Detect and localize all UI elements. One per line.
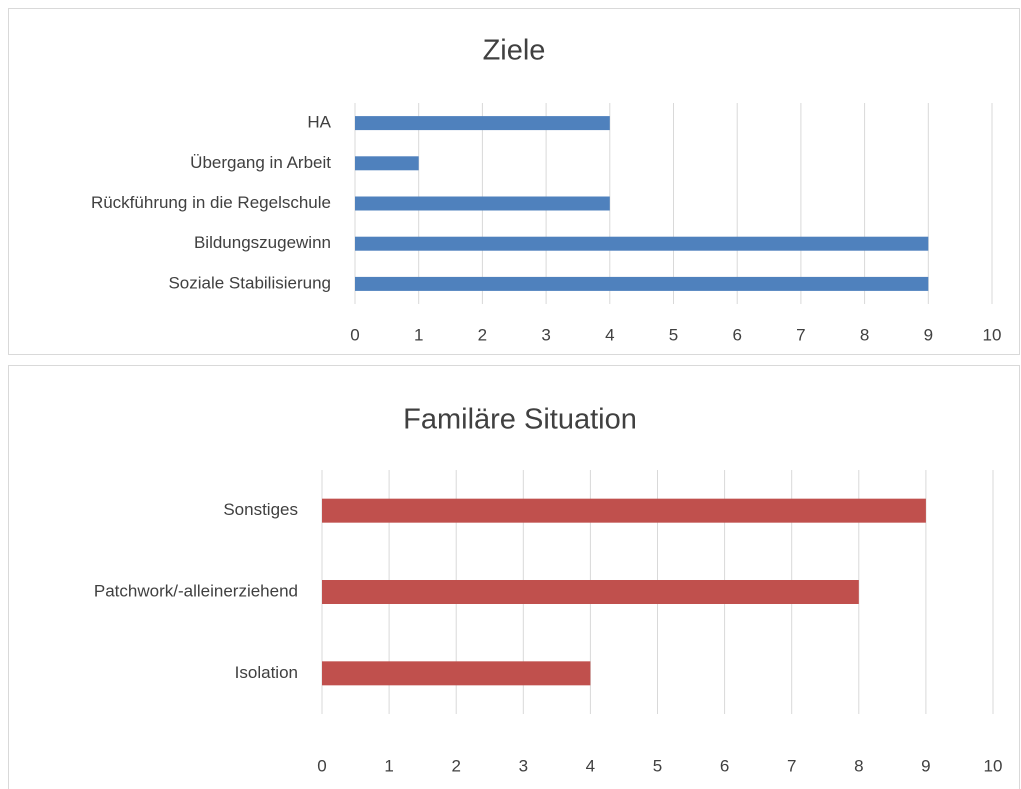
y-tick-label: Bildungszugewinn	[194, 233, 331, 252]
bar	[322, 580, 859, 604]
x-tick-label: 8	[860, 325, 869, 344]
x-tick-label: 5	[653, 756, 662, 775]
chart-frame	[8, 365, 1020, 789]
x-tick-label: 0	[350, 325, 359, 344]
y-tick-label: Übergang in Arbeit	[190, 153, 331, 172]
bar	[355, 196, 610, 211]
bar	[355, 276, 929, 291]
x-tick-label: 10	[983, 325, 1002, 344]
x-tick-label: 5	[669, 325, 678, 344]
x-tick-label: 3	[541, 325, 550, 344]
chart-title: Ziele	[483, 35, 546, 67]
x-tick-label: 1	[384, 756, 393, 775]
x-tick-label: 6	[720, 756, 729, 775]
x-tick-label: 2	[478, 325, 487, 344]
chart-title: Familäre Situation	[403, 404, 637, 436]
x-tick-label: 3	[519, 756, 528, 775]
x-tick-label: 0	[317, 756, 326, 775]
bar	[355, 116, 610, 131]
x-tick-label: 9	[924, 325, 933, 344]
y-tick-label: Rückführung in die Regelschule	[91, 193, 331, 212]
x-tick-label: 9	[921, 756, 930, 775]
bar	[355, 236, 929, 251]
y-tick-label: Isolation	[235, 663, 298, 682]
y-tick-label: Patchwork/-alleinerziehend	[94, 581, 298, 600]
x-tick-label: 2	[451, 756, 460, 775]
x-tick-label: 4	[586, 756, 595, 775]
bar	[322, 498, 926, 523]
x-tick-label: 1	[414, 325, 423, 344]
x-tick-label: 8	[854, 756, 863, 775]
x-tick-label: 7	[787, 756, 796, 775]
x-tick-label: 4	[605, 325, 614, 344]
bar	[355, 156, 419, 171]
x-tick-label: 6	[732, 325, 741, 344]
y-tick-label: HA	[307, 113, 331, 132]
x-tick-label: 10	[984, 756, 1003, 775]
y-tick-label: Soziale Stabilisierung	[168, 273, 331, 292]
y-tick-label: Sonstiges	[223, 500, 298, 519]
x-tick-label: 7	[796, 325, 805, 344]
bar	[322, 661, 591, 686]
chart-frame	[8, 8, 1020, 355]
